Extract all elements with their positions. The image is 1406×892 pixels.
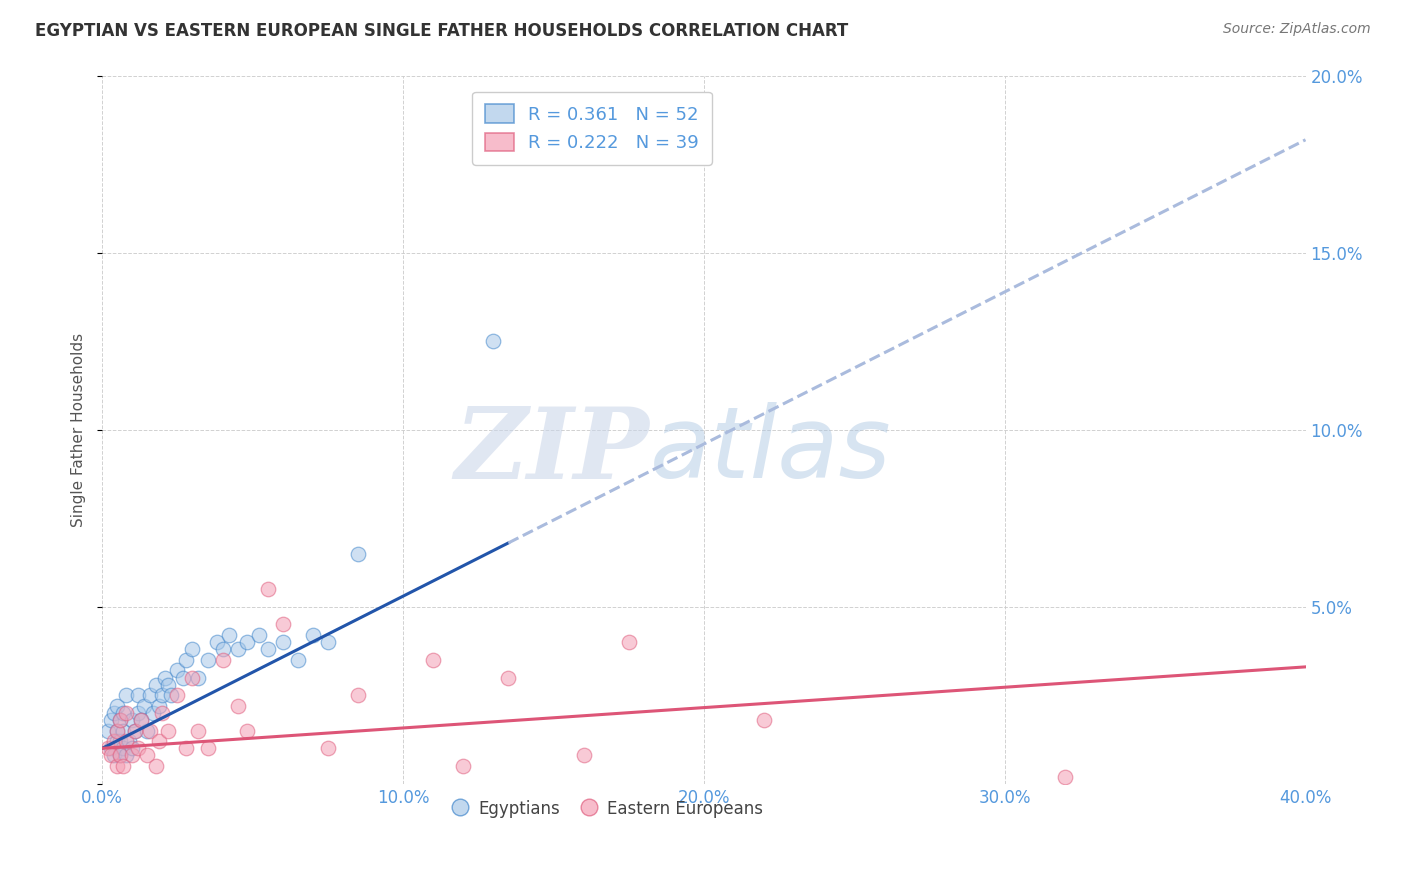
Point: [247, 628, 270, 642]
Point: [105, 734, 128, 748]
Point: [181, 642, 204, 657]
Point: [197, 741, 219, 756]
Point: [134, 698, 156, 713]
Point: [110, 748, 132, 763]
Point: [131, 713, 153, 727]
Point: [112, 723, 135, 738]
Point: [226, 642, 249, 657]
Point: [105, 723, 128, 738]
Point: [1053, 770, 1076, 784]
Point: [316, 635, 339, 649]
Point: [347, 688, 370, 702]
Text: Source: ZipAtlas.com: Source: ZipAtlas.com: [1223, 22, 1371, 37]
Point: [157, 723, 180, 738]
Point: [97, 723, 120, 738]
Point: [115, 734, 138, 748]
Point: [166, 688, 188, 702]
Point: [176, 653, 198, 667]
Point: [287, 653, 309, 667]
Point: [142, 706, 165, 720]
Point: [157, 677, 180, 691]
Point: [105, 698, 128, 713]
Point: [100, 713, 122, 727]
Point: [115, 706, 138, 720]
Point: [235, 723, 257, 738]
Point: [105, 759, 128, 773]
Point: [498, 671, 520, 685]
Point: [211, 642, 233, 657]
Point: [572, 748, 595, 763]
Point: [301, 628, 323, 642]
Point: [148, 698, 170, 713]
Point: [112, 741, 135, 756]
Point: [100, 748, 122, 763]
Point: [112, 706, 135, 720]
Point: [127, 688, 149, 702]
Point: [271, 635, 294, 649]
Point: [139, 723, 162, 738]
Point: [131, 713, 153, 727]
Point: [110, 748, 132, 763]
Point: [187, 723, 209, 738]
Point: [110, 713, 132, 727]
Point: [176, 741, 198, 756]
Point: [197, 653, 219, 667]
Point: [211, 653, 233, 667]
Point: [97, 741, 120, 756]
Point: [121, 748, 143, 763]
Point: [166, 664, 188, 678]
Point: [155, 671, 177, 685]
Point: [118, 734, 141, 748]
Point: [115, 748, 138, 763]
Point: [150, 688, 173, 702]
Point: [136, 723, 159, 738]
Point: [112, 759, 135, 773]
Text: atlas: atlas: [650, 402, 891, 500]
Point: [127, 706, 149, 720]
Point: [617, 635, 640, 649]
Point: [218, 628, 240, 642]
Point: [136, 748, 159, 763]
Point: [121, 741, 143, 756]
Point: [271, 617, 294, 632]
Point: [187, 671, 209, 685]
Point: [752, 713, 775, 727]
Point: [103, 734, 125, 748]
Point: [451, 759, 474, 773]
Point: [110, 734, 132, 748]
Point: [124, 723, 146, 738]
Y-axis label: Single Father Households: Single Father Households: [72, 333, 86, 526]
Point: [422, 653, 444, 667]
Point: [100, 741, 122, 756]
Point: [124, 723, 146, 738]
Point: [235, 635, 257, 649]
Point: [105, 723, 128, 738]
Point: [205, 635, 228, 649]
Point: [482, 334, 505, 348]
Point: [103, 748, 125, 763]
Point: [347, 547, 370, 561]
Point: [160, 688, 183, 702]
Point: [115, 688, 138, 702]
Point: [121, 713, 143, 727]
Point: [148, 734, 170, 748]
Point: [110, 713, 132, 727]
Point: [127, 741, 149, 756]
Point: [256, 642, 278, 657]
Point: [150, 706, 173, 720]
Text: ZIP: ZIP: [454, 402, 650, 500]
Point: [103, 706, 125, 720]
Point: [145, 677, 167, 691]
Point: [145, 759, 167, 773]
Point: [181, 671, 204, 685]
Legend: Egyptians, Eastern Europeans: Egyptians, Eastern Europeans: [446, 794, 770, 825]
Text: EGYPTIAN VS EASTERN EUROPEAN SINGLE FATHER HOUSEHOLDS CORRELATION CHART: EGYPTIAN VS EASTERN EUROPEAN SINGLE FATH…: [35, 22, 848, 40]
Point: [172, 671, 194, 685]
Point: [139, 688, 162, 702]
Point: [226, 698, 249, 713]
Point: [316, 741, 339, 756]
Point: [256, 582, 278, 596]
